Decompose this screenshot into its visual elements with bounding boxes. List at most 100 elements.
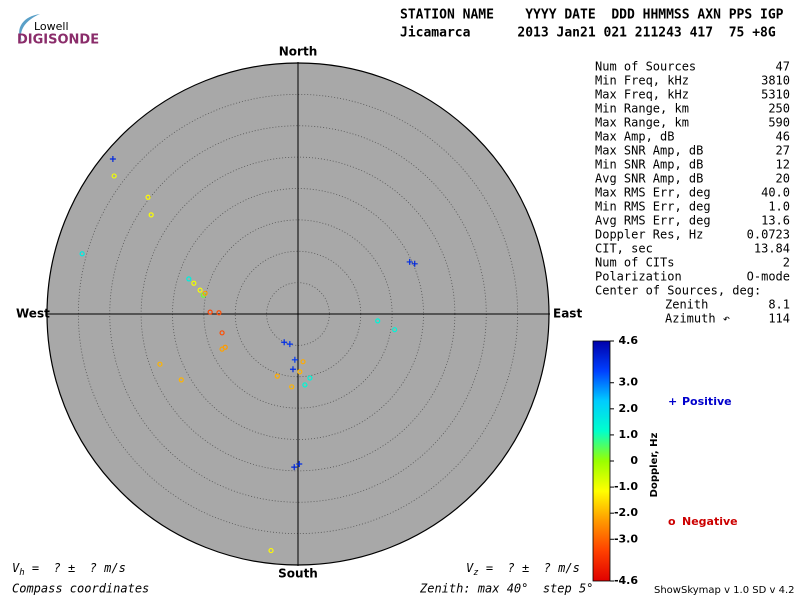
stat-value: 1.0 [768,200,790,214]
version-label: ShowSkymap v 1.0 SD v 4.2 [654,585,794,596]
colorbar-tick-label: -3.0 [614,532,638,545]
colorbar-tick-label: -4.6 [614,574,638,587]
direction-label: East [553,307,582,321]
stat-label: Min SNR Amp, dB [595,158,703,172]
stat-label: Min Freq, kHz [595,74,689,88]
stat-label: Avg RMS Err, deg [595,214,711,228]
source-plus [109,156,116,163]
stat-label: Num of CITs [595,256,674,270]
header-line: Jicamarca 2013 Jan21 021 211243 417 75 +… [400,26,776,41]
source-circle [392,327,398,333]
stat-label: Max SNR Amp, dB [595,144,703,158]
stat-label: Max RMS Err, deg [595,186,711,200]
source-circle [148,212,154,218]
colorbar-tick-label: 0 [630,454,638,467]
stat-value: 46 [776,130,790,144]
stat-value: 114 [768,312,790,326]
stat-value: 8.1 [768,298,790,312]
header-line: STATION NAME YYYY DATE DDD HHMMSS AXN PP… [400,8,784,23]
stat-label: Max Range, km [595,116,689,130]
stat-value: O-mode [747,270,790,284]
source-circle [157,361,163,367]
stat-label: Min RMS Err, deg [595,200,711,214]
direction-label: North [279,45,317,59]
source-circle [307,375,313,381]
stat-value: 3810 [761,74,790,88]
colorbar-tick-label: 3.0 [619,376,639,389]
stat-label: Num of Sources [595,60,696,74]
stats-table: Num of Sources 47 Min Freq, kHz 3810 Max Fre… [595,60,790,326]
source-circle [191,280,197,286]
vh-label: Vh = ? ± ? m/s [12,561,126,578]
source-circle [216,310,222,316]
legend-marker: + [668,395,677,408]
stat-value: 590 [768,116,790,130]
source-circle [302,382,308,388]
logo-swoosh [19,14,40,42]
direction-label: West [16,307,50,321]
stat-label: Min Range, km [595,102,689,116]
stat-value: 12 [776,158,790,172]
source-plus [406,258,413,265]
stat-value: 40.0 [761,186,790,200]
stat-value: 5310 [761,88,790,102]
stat-value: 13.6 [761,214,790,228]
colorbar-tick-label: 2.0 [619,402,639,415]
source-plus [291,356,298,363]
source-plus [286,341,293,348]
logo-top: Lowell [34,20,69,33]
stat-value: 13.84 [754,242,790,256]
legend-label: Negative [682,515,738,528]
source-circle [300,359,306,365]
stat-label: Zenith [665,298,708,312]
direction-label: South [278,567,318,581]
zenith-label: Zenith: max 40° step 5° [419,582,593,596]
stat-label: Doppler Res, Hz [595,228,703,242]
stat-label: CIT, sec [595,242,653,256]
colorbar-tick-label: -1.0 [614,480,638,493]
source-plus [411,260,418,267]
stat-value: 2 [783,256,790,270]
source-plus [296,460,303,467]
source-circle [274,373,280,379]
source-circle [289,384,295,390]
stat-value: 20 [776,172,790,186]
stat-label: Polarization [595,270,682,284]
stat-value: 27 [776,144,790,158]
source-circle [375,318,381,324]
source-circle [145,194,151,200]
colorbar-label: Doppler, Hz [649,433,660,498]
source-circle [186,276,192,282]
source-circle [207,309,213,315]
stat-label: Center of Sources, deg: [595,284,761,298]
source-plus [291,464,298,471]
colorbar-tick-label: 1.0 [619,428,639,441]
vz-label: Vz = ? ± ? m/s [466,561,580,578]
stat-value: 0.0723 [747,228,790,242]
legend-marker: o [668,515,676,528]
source-circle [197,287,203,293]
coords-label: Compass coordinates [12,582,149,596]
legend-label: Positive [682,395,732,408]
source-plus [281,339,288,346]
source-circle [79,251,85,257]
source-circle [202,290,208,296]
stat-label: Azimuth ↶ [665,312,730,326]
source-circle [178,377,184,383]
source-plus [289,366,296,373]
source-circle [219,346,225,352]
skymap-plot: North South West East [16,45,582,581]
source-circle [268,547,274,554]
source-circle [219,330,225,336]
stat-label: Max Freq, kHz [595,88,689,102]
stat-label: Avg SNR Amp, dB [595,172,703,186]
stat-value: 250 [768,102,790,116]
stat-label: Max Amp, dB [595,130,674,144]
colorbar [592,340,611,582]
source-circle [111,173,117,179]
colorbar-tick-label: 4.6 [619,334,639,347]
logo-bottom: DIGISONDE [17,33,99,48]
stat-value: 47 [776,60,790,74]
source-circle [297,369,303,375]
